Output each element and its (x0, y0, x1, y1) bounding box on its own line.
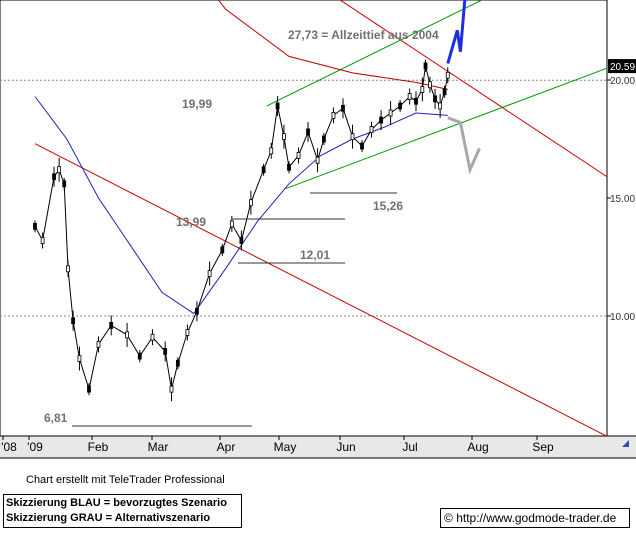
gray-scenario-line (447, 116, 481, 175)
price-candle-45 (428, 81, 432, 89)
price-candle-21 (229, 220, 234, 228)
x-tick-label-3: Mar (148, 440, 169, 454)
current-price-box (608, 59, 636, 74)
annotation-label-5: 6,81 (44, 411, 68, 425)
price-candle-37 (369, 126, 374, 133)
annotation-label-1: 19,99 (182, 97, 212, 111)
price-candle-42 (414, 97, 418, 105)
price-candle-29 (296, 152, 301, 159)
price-candle-44 (423, 62, 428, 70)
y-tick-label-1: 20.00 (610, 76, 635, 87)
chart-credit: Chart erstellt mit TeleTrader Profession… (26, 474, 225, 486)
x-tick-label-2: Feb (88, 440, 109, 454)
trend-line-1 (34, 143, 608, 437)
price-candle-17 (185, 329, 190, 336)
price-candle-35 (350, 133, 355, 141)
price-candle-0 (33, 222, 37, 230)
price-candle-19 (207, 270, 212, 277)
scroll-arrow-icon[interactable] (622, 440, 629, 447)
copyright-icon: © (444, 511, 453, 525)
plot-area (0, 0, 608, 437)
price-candle-31 (315, 156, 320, 164)
x-tick-label-9: Sep (532, 440, 554, 454)
price-candle-43 (420, 86, 425, 93)
price-candle-26 (275, 102, 280, 110)
x-tick-label-4: Apr (217, 440, 236, 454)
price-candle-39 (388, 109, 393, 117)
trend-line-2 (266, 0, 484, 107)
price-candle-4 (62, 180, 67, 188)
price-candle-1 (40, 237, 45, 244)
price-candle-25 (269, 147, 274, 155)
source-link[interactable]: © http://www.godmode-trader.de (440, 508, 630, 528)
price-candle-12 (137, 352, 142, 360)
y-tick-label-3: 10.00 (610, 312, 635, 323)
price-candle-16 (175, 359, 180, 367)
price-candle-7 (77, 355, 82, 362)
price-candle-47 (438, 102, 443, 110)
price-candle-46 (433, 95, 437, 103)
price-candle-8 (87, 385, 91, 393)
price-candle-33 (331, 112, 336, 119)
price-candle-40 (398, 102, 403, 110)
current-price-label: 20.59 (610, 62, 635, 73)
annotation-label-4: 12,01 (300, 248, 330, 262)
annotation-label-0: 27,73 = Allzeittief aus 2004 (288, 28, 439, 42)
source-url[interactable]: http://www.godmode-trader.de (456, 511, 617, 525)
price-candle-9 (96, 340, 101, 348)
price-candle-24 (261, 166, 266, 174)
price-candle-14 (163, 347, 168, 355)
price-candle-48 (442, 88, 447, 96)
price-candle-20 (220, 246, 225, 254)
price-candle-27 (282, 133, 286, 141)
price-candle-13 (150, 333, 155, 341)
x-tick-label-0: '08 (1, 440, 17, 454)
price-candle-2 (52, 173, 56, 181)
x-axis-panel (0, 436, 636, 458)
moving-average-0 (217, 0, 448, 90)
price-candle-3 (57, 166, 62, 174)
legend-blue-scenario: Skizzierung BLAU = bevorzugtes Szenario (6, 497, 227, 509)
price-candle-6 (71, 317, 75, 325)
price-candle-49 (445, 71, 450, 79)
trend-line-3 (285, 67, 608, 190)
price-candle-34 (341, 104, 345, 112)
price-candle-15 (169, 385, 174, 393)
scenario-legend: Skizzierung BLAU = bevorzugtes Szenario … (3, 494, 242, 528)
price-candle-38 (379, 116, 383, 124)
annotation-label-3: 13,99 (176, 215, 206, 229)
legend-gray-scenario: Skizzierung GRAU = Alternativszenario (6, 512, 211, 524)
price-candle-18 (195, 307, 199, 315)
trend-line-0 (339, 0, 608, 178)
price-candle-30 (306, 128, 310, 136)
price-candle-23 (248, 199, 253, 207)
price-candle-36 (360, 142, 364, 150)
y-tick-label-2: 15.00 (610, 194, 635, 205)
price-candle-10 (109, 322, 114, 329)
price-candle-41 (407, 93, 412, 100)
price-candle-11 (125, 331, 129, 339)
price-candle-28 (287, 163, 291, 171)
chart-canvas: 27,73 = Allzeittief aus 2004 19,99 15,26 13… (0, 0, 636, 459)
x-tick-label-8: Aug (467, 440, 488, 454)
x-tick-label-7: Jul (402, 440, 417, 454)
annotation-label-2: 15,26 (373, 199, 403, 213)
x-tick-label-6: Jun (336, 440, 355, 454)
price-candle-22 (239, 237, 244, 244)
x-tick-label-1: '09 (27, 440, 43, 454)
blue-scenario-line (446, 0, 467, 64)
x-tick-label-5: May (274, 440, 297, 454)
price-candle-5 (66, 265, 70, 273)
price-candle-32 (322, 135, 326, 143)
